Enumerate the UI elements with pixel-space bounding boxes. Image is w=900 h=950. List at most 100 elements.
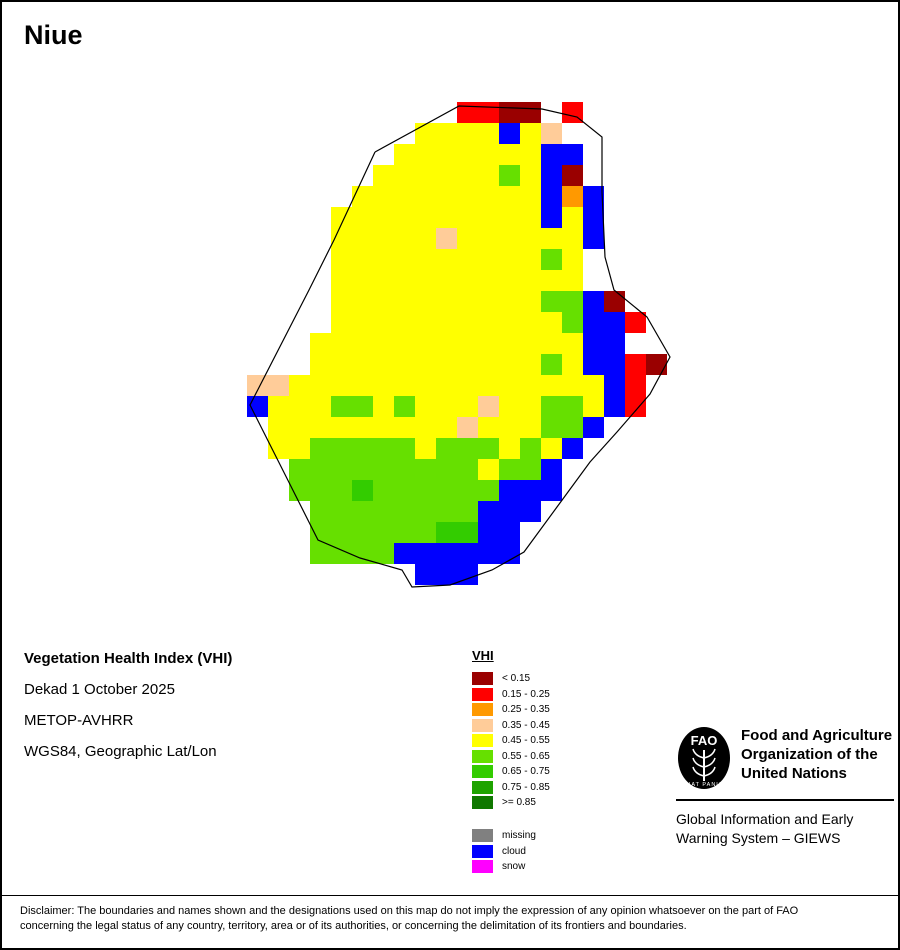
map-cell: [520, 480, 541, 501]
map-cell: [247, 375, 268, 396]
legend-row: 0.25 - 0.35: [472, 703, 550, 716]
disclaimer-divider: [2, 895, 898, 896]
map-cell: [352, 375, 373, 396]
map-cell: [415, 501, 436, 522]
map-cell: [541, 333, 562, 354]
map-cell: [625, 354, 646, 375]
map-cell: [520, 312, 541, 333]
map-cell: [562, 417, 583, 438]
legend-row: cloud: [472, 844, 550, 858]
map-cell: [520, 102, 541, 123]
legend-classes: < 0.15 0.15 - 0.25 0.25 - 0.35 0.35 - 0.45 0…: [472, 672, 550, 809]
map-cell: [562, 354, 583, 375]
map-cell: [247, 396, 268, 417]
map-cell: [457, 543, 478, 564]
map-cell: [310, 522, 331, 543]
map-cell: [499, 207, 520, 228]
map-cell: [562, 270, 583, 291]
map-cell: [436, 291, 457, 312]
map-cell: [520, 501, 541, 522]
map-cell: [415, 354, 436, 375]
map-cell: [331, 333, 352, 354]
projection-label: WGS84, Geographic Lat/Lon: [24, 743, 217, 760]
map-cell: [352, 543, 373, 564]
map-cell: [478, 333, 499, 354]
map-cell: [457, 102, 478, 123]
map-cell: [478, 396, 499, 417]
map-cell: [457, 438, 478, 459]
map-cell: [415, 438, 436, 459]
map-cell: [457, 249, 478, 270]
map-cell: [541, 291, 562, 312]
map-cell: [310, 543, 331, 564]
legend: VHI < 0.15 0.15 - 0.25 0.25 - 0.35 0.35 - 0…: [472, 648, 550, 876]
map-cell: [352, 522, 373, 543]
map-cell: [457, 375, 478, 396]
map-cell: [499, 396, 520, 417]
map-cell: [499, 228, 520, 249]
map-cell: [541, 228, 562, 249]
map-cell: [436, 312, 457, 333]
sensor-label: METOP-AVHRR: [24, 712, 134, 729]
map-cell: [520, 438, 541, 459]
map-cell: [352, 396, 373, 417]
map-cell: [394, 459, 415, 480]
map-cell: [457, 333, 478, 354]
map-cell: [268, 438, 289, 459]
legend-label: snow: [502, 861, 526, 872]
map-cell: [499, 480, 520, 501]
map-cell: [373, 270, 394, 291]
map-cell: [457, 270, 478, 291]
legend-row: 0.65 - 0.75: [472, 765, 550, 778]
map-cell: [394, 270, 415, 291]
map-cell: [478, 501, 499, 522]
map-cell: [289, 417, 310, 438]
map-cell: [331, 228, 352, 249]
map-cell: [520, 354, 541, 375]
map-cell: [541, 375, 562, 396]
map-cell: [373, 186, 394, 207]
legend-label: 0.35 - 0.45: [502, 719, 550, 731]
map-cell: [436, 396, 457, 417]
map-cell: [436, 543, 457, 564]
map-cell: [478, 270, 499, 291]
map-cell: [289, 480, 310, 501]
map-cell: [478, 228, 499, 249]
map-cell: [604, 354, 625, 375]
map-cell: [520, 375, 541, 396]
map-cell: [562, 165, 583, 186]
map-cell: [415, 123, 436, 144]
map-cell: [394, 249, 415, 270]
map-cell: [499, 165, 520, 186]
map-cell: [415, 480, 436, 501]
map-cell: [415, 249, 436, 270]
map-cell: [436, 564, 457, 585]
map-cell: [352, 333, 373, 354]
map-cell: [436, 375, 457, 396]
map-cell: [331, 459, 352, 480]
map-cell: [520, 396, 541, 417]
map-cell: [520, 270, 541, 291]
map-cell: [562, 249, 583, 270]
giews-name-line: Global Information and Early: [676, 811, 854, 827]
map-cell: [373, 228, 394, 249]
map-cell: [541, 459, 562, 480]
map-cell: [541, 186, 562, 207]
product-title: Vegetation Health Index (VHI): [24, 650, 233, 667]
map-cell: [415, 144, 436, 165]
fao-org-name-line: United Nations: [741, 765, 847, 782]
map-cell: [583, 186, 604, 207]
map-cell: [352, 249, 373, 270]
map-cell: [583, 375, 604, 396]
map-cell: [478, 417, 499, 438]
map-cell: [499, 459, 520, 480]
map-cell: [331, 312, 352, 333]
map-cell: [457, 354, 478, 375]
map-cell: [310, 396, 331, 417]
map-cell: [331, 354, 352, 375]
map-cell: [562, 291, 583, 312]
map-cell: [604, 396, 625, 417]
map-cell: [352, 438, 373, 459]
